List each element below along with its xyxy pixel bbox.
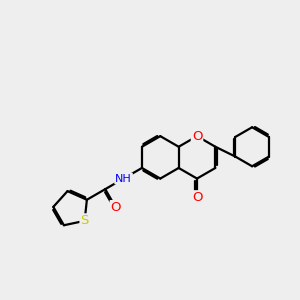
Text: NH: NH [115, 174, 132, 184]
Text: S: S [80, 214, 89, 227]
Text: O: O [111, 201, 121, 214]
Text: O: O [192, 191, 202, 204]
Text: O: O [192, 130, 202, 143]
